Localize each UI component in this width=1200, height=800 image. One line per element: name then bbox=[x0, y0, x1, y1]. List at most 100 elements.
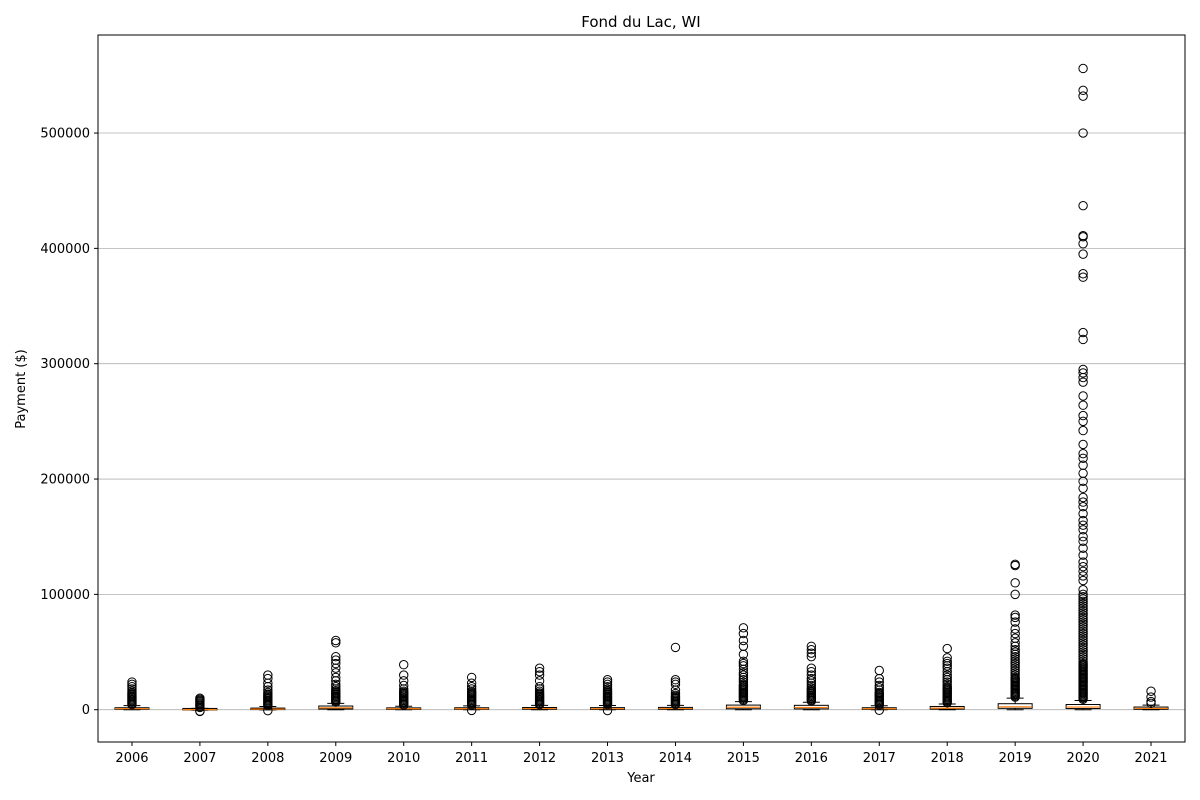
outlier-point bbox=[1078, 626, 1088, 636]
outlier-point bbox=[1078, 640, 1088, 650]
outlier-point bbox=[738, 679, 749, 690]
outlier-point bbox=[1078, 658, 1088, 669]
outlier-point bbox=[1078, 557, 1088, 567]
grid-lines bbox=[98, 132, 1185, 711]
chart-title: Fond du Lac, WI bbox=[581, 13, 700, 31]
outlier-point bbox=[806, 670, 817, 680]
outlier-point bbox=[1078, 550, 1088, 560]
outlier-point bbox=[1078, 619, 1088, 630]
outlier-point bbox=[127, 679, 137, 690]
y-axis-ticks: 0 100000 200000 300000 400000 500000 bbox=[40, 127, 98, 718]
outlier-point bbox=[738, 677, 749, 687]
outlier-point bbox=[534, 681, 545, 692]
outlier-point bbox=[738, 675, 749, 685]
outlier-point bbox=[1078, 525, 1088, 535]
y-tick-label: 500000 bbox=[40, 127, 90, 142]
outlier-point bbox=[1146, 686, 1156, 696]
outlier-point bbox=[602, 679, 613, 690]
outlier-point bbox=[1078, 656, 1088, 666]
outlier-point bbox=[942, 679, 952, 690]
x-tick-label: 2012 bbox=[523, 751, 556, 766]
outlier-point bbox=[806, 676, 817, 686]
outlier-point bbox=[1078, 647, 1088, 657]
outlier-point bbox=[942, 643, 952, 654]
outlier-point bbox=[1010, 628, 1020, 639]
outlier-point bbox=[399, 676, 409, 686]
outlier-point bbox=[1078, 543, 1088, 553]
outlier-point bbox=[874, 680, 884, 691]
x-tick-label: 2019 bbox=[999, 751, 1032, 766]
outlier-point bbox=[1078, 483, 1088, 493]
outlier-point bbox=[874, 687, 884, 698]
outlier-point bbox=[942, 672, 952, 683]
box-2015 bbox=[725, 623, 761, 711]
y-tick-label: 200000 bbox=[40, 473, 90, 488]
outlier-point bbox=[942, 681, 952, 692]
outlier-point bbox=[1078, 502, 1088, 512]
outlier-point bbox=[1078, 651, 1088, 662]
outlier-point bbox=[127, 677, 137, 687]
outlier-point bbox=[738, 658, 749, 669]
outlier-point bbox=[670, 688, 681, 699]
box-2017 bbox=[861, 665, 897, 715]
outlier-point bbox=[806, 641, 817, 651]
x-tick-label: 2021 bbox=[1134, 751, 1167, 766]
outlier-point bbox=[1078, 628, 1088, 639]
box-2006 bbox=[114, 677, 150, 711]
outlier-point bbox=[1078, 448, 1088, 459]
outlier-point bbox=[1010, 672, 1020, 683]
outlier-point bbox=[331, 672, 341, 683]
outlier-point bbox=[1078, 594, 1088, 604]
outlier-point bbox=[263, 687, 273, 698]
outlier-point bbox=[1010, 610, 1020, 620]
outlier-point bbox=[1010, 617, 1020, 627]
outlier-point bbox=[602, 684, 613, 694]
outlier-point bbox=[534, 670, 545, 680]
outlier-point bbox=[1078, 612, 1088, 623]
outlier-point bbox=[1010, 624, 1020, 634]
outlier-point bbox=[806, 663, 817, 673]
outlier-point bbox=[1078, 635, 1088, 646]
outlier-point bbox=[874, 665, 884, 676]
outlier-point bbox=[806, 651, 817, 662]
outlier-point bbox=[1078, 608, 1088, 618]
box-2012 bbox=[522, 663, 558, 711]
outlier-point bbox=[1078, 561, 1088, 572]
x-tick-label: 2011 bbox=[455, 751, 488, 766]
outlier-point bbox=[1078, 416, 1088, 427]
outlier-point bbox=[670, 675, 681, 685]
y-tick-label: 0 bbox=[82, 703, 90, 718]
outlier-point bbox=[331, 638, 341, 648]
x-tick-label: 2014 bbox=[659, 751, 692, 766]
box-body bbox=[997, 703, 1033, 709]
outlier-point bbox=[1078, 334, 1088, 345]
outlier-point bbox=[466, 678, 477, 688]
outlier-point bbox=[806, 683, 817, 693]
outlier-point bbox=[331, 679, 341, 690]
x-axis-ticks: 2006 2007 2008 2009 2010 2011 2012 2013 2014 2015… bbox=[115, 742, 1168, 766]
outlier-point bbox=[1010, 589, 1020, 600]
outlier-point bbox=[534, 663, 545, 673]
x-axis-label: Year bbox=[626, 771, 655, 786]
outlier-point bbox=[1078, 453, 1088, 463]
outlier-point bbox=[1078, 272, 1088, 282]
outlier-point bbox=[1010, 658, 1020, 669]
outlier-point bbox=[1078, 649, 1088, 660]
box-2020 bbox=[1065, 63, 1101, 711]
outlier-point bbox=[1078, 515, 1088, 526]
outlier-point bbox=[466, 672, 477, 683]
outlier-point bbox=[806, 680, 817, 691]
outlier-point bbox=[1078, 571, 1088, 581]
outlier-point bbox=[1078, 249, 1088, 259]
outlier-point bbox=[399, 660, 409, 670]
outlier-point bbox=[263, 673, 273, 684]
outlier-point bbox=[331, 658, 341, 669]
outlier-point bbox=[1078, 654, 1088, 664]
y-tick-label: 400000 bbox=[40, 242, 90, 257]
outlier-point bbox=[738, 628, 749, 639]
outlier-point bbox=[1078, 63, 1088, 74]
outlier-point bbox=[806, 666, 817, 677]
outlier-point bbox=[1078, 598, 1088, 609]
x-tick-label: 2009 bbox=[319, 751, 352, 766]
outlier-point bbox=[1078, 631, 1088, 641]
